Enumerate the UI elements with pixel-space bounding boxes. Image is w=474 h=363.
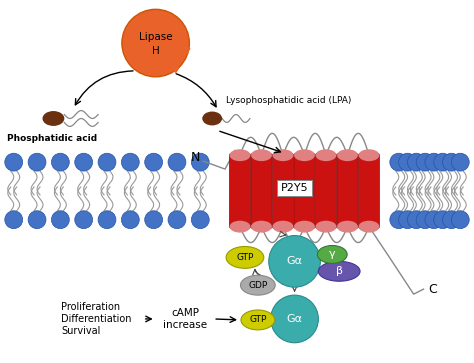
Circle shape: [399, 211, 417, 229]
Ellipse shape: [318, 245, 347, 264]
Circle shape: [5, 153, 23, 171]
Text: Phosphatidic acid: Phosphatidic acid: [7, 134, 97, 143]
Circle shape: [425, 153, 443, 171]
Ellipse shape: [358, 221, 379, 233]
Text: γ: γ: [329, 249, 336, 260]
Circle shape: [98, 211, 116, 229]
Circle shape: [269, 236, 320, 287]
Circle shape: [28, 211, 46, 229]
Circle shape: [407, 211, 425, 229]
Ellipse shape: [202, 111, 222, 126]
Circle shape: [416, 211, 434, 229]
Ellipse shape: [229, 221, 250, 233]
FancyBboxPatch shape: [337, 153, 358, 229]
FancyBboxPatch shape: [294, 153, 315, 229]
FancyBboxPatch shape: [273, 153, 293, 229]
Text: Lipase: Lipase: [139, 32, 173, 42]
Circle shape: [75, 153, 92, 171]
Text: GTP: GTP: [236, 253, 254, 262]
Text: Gα: Gα: [287, 256, 302, 266]
Text: P2Y5: P2Y5: [281, 183, 309, 193]
Text: GTP: GTP: [249, 315, 266, 325]
Circle shape: [425, 211, 443, 229]
Ellipse shape: [294, 149, 315, 161]
Ellipse shape: [273, 221, 293, 233]
Circle shape: [191, 211, 209, 229]
Circle shape: [75, 211, 92, 229]
Ellipse shape: [294, 221, 315, 233]
Text: N: N: [191, 151, 200, 164]
Circle shape: [168, 153, 186, 171]
Circle shape: [5, 211, 23, 229]
Ellipse shape: [316, 149, 337, 161]
Ellipse shape: [251, 221, 272, 233]
Ellipse shape: [240, 275, 275, 295]
Circle shape: [443, 211, 460, 229]
FancyBboxPatch shape: [229, 153, 250, 229]
Text: H: H: [152, 46, 160, 56]
Ellipse shape: [358, 149, 379, 161]
Circle shape: [390, 211, 408, 229]
Ellipse shape: [273, 149, 293, 161]
Ellipse shape: [251, 149, 272, 161]
Text: cAMP
increase: cAMP increase: [164, 308, 208, 330]
Circle shape: [121, 211, 139, 229]
Circle shape: [434, 153, 452, 171]
Ellipse shape: [316, 221, 337, 233]
Text: Lysophosphatidic acid (LPA): Lysophosphatidic acid (LPA): [226, 95, 351, 105]
Circle shape: [434, 211, 452, 229]
Text: Proliferation
Differentiation
Survival: Proliferation Differentiation Survival: [61, 302, 132, 335]
Text: β: β: [336, 266, 343, 276]
Circle shape: [407, 153, 425, 171]
Ellipse shape: [229, 149, 250, 161]
Circle shape: [451, 153, 469, 171]
Ellipse shape: [337, 221, 358, 233]
Text: Gα: Gα: [287, 314, 302, 324]
FancyBboxPatch shape: [316, 153, 337, 229]
Circle shape: [28, 153, 46, 171]
Circle shape: [52, 153, 69, 171]
Circle shape: [443, 153, 460, 171]
Circle shape: [121, 153, 139, 171]
Circle shape: [122, 9, 190, 77]
Circle shape: [52, 211, 69, 229]
Circle shape: [271, 295, 319, 343]
Circle shape: [168, 211, 186, 229]
Text: C: C: [428, 283, 438, 296]
Ellipse shape: [337, 149, 358, 161]
Circle shape: [145, 153, 163, 171]
Circle shape: [145, 211, 163, 229]
Circle shape: [191, 153, 209, 171]
FancyBboxPatch shape: [251, 153, 272, 229]
Ellipse shape: [241, 310, 275, 330]
FancyBboxPatch shape: [358, 153, 379, 229]
Circle shape: [98, 153, 116, 171]
Circle shape: [451, 211, 469, 229]
Ellipse shape: [319, 261, 360, 281]
Circle shape: [399, 153, 417, 171]
Text: GDP: GDP: [248, 281, 267, 290]
Ellipse shape: [43, 111, 64, 126]
Ellipse shape: [226, 246, 264, 268]
Circle shape: [390, 153, 408, 171]
Circle shape: [416, 153, 434, 171]
